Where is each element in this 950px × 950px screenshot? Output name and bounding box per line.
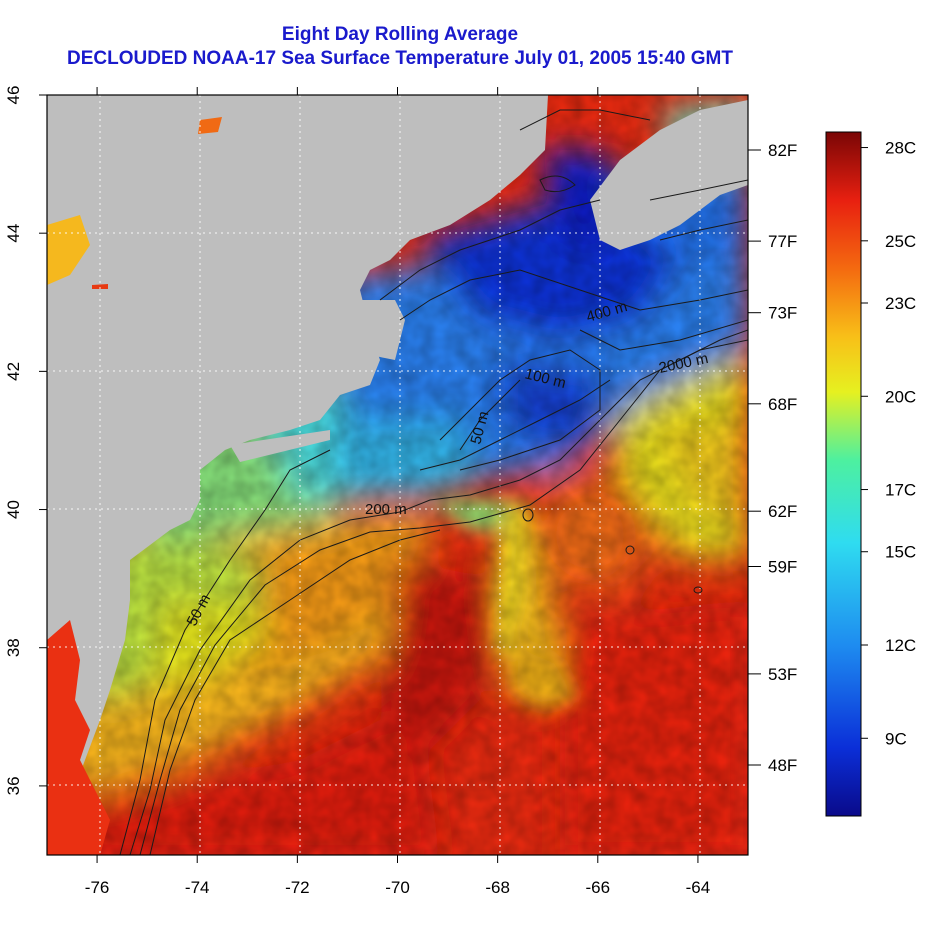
lon-tick-label: -64 [686, 878, 711, 897]
colorbar-tick-label: 12C [885, 636, 916, 655]
chesapeake-bay [47, 620, 110, 855]
fahrenheit-tick-label: 82F [768, 141, 797, 160]
fahrenheit-tick-label: 73F [768, 304, 797, 323]
lat-tick-label: 42 [4, 362, 23, 381]
fahrenheit-tick-label: 62F [768, 502, 797, 521]
colorbar-tick-label: 15C [885, 543, 916, 562]
latitude-axis: 36 38 40 42 44 46 [4, 86, 47, 795]
bathymetry-contours [119, 109, 748, 855]
fahrenheit-tick-label: 48F [768, 756, 797, 775]
title-line-1: Eight Day Rolling Average [281, 24, 519, 45]
title-line-2: DECLOUDED NOAA-17 Sea Surface Temperatur… [67, 48, 733, 69]
lon-tick-label: -66 [585, 878, 610, 897]
colorbar-tick-label: 17C [885, 481, 916, 500]
fahrenheit-axis: 82F 77F 73F 68F 62F 59F 53F 48F [748, 141, 797, 775]
colorbar-tick-label: 9C [885, 729, 907, 748]
lat-tick-label: 46 [4, 86, 23, 105]
lat-lon-grid [47, 95, 748, 855]
lon-tick-label: -68 [485, 878, 510, 897]
colorbar-tick-label: 28C [885, 139, 916, 158]
lon-tick-label: -72 [285, 878, 310, 897]
colorbar-labels: 28C 25C 23C 20C 17C 15C 12C 9C [861, 139, 916, 748]
contour-label-200m: 200 m [365, 501, 407, 518]
colorbar-tick-label: 23C [885, 294, 916, 313]
lat-tick-label: 36 [4, 776, 23, 795]
lon-tick-label: -70 [385, 878, 410, 897]
lat-tick-label: 44 [4, 224, 23, 243]
lon-tick-label: -74 [185, 878, 210, 897]
colorbar: 28C 25C 23C 20C 17C 15C 12C 9C [825, 131, 916, 817]
colorbar-gradient [825, 131, 862, 817]
lon-tick-label: -76 [85, 878, 110, 897]
fahrenheit-tick-label: 53F [768, 665, 797, 684]
lat-tick-label: 40 [4, 500, 23, 519]
colorbar-tick-label: 25C [885, 232, 916, 251]
sst-field: 50 m 200 m 2000 m 400 m 100 m 50 m [47, 95, 748, 855]
fahrenheit-tick-label: 77F [768, 232, 797, 251]
fahrenheit-tick-label: 59F [768, 558, 797, 577]
fahrenheit-tick-label: 68F [768, 395, 797, 414]
longitude-axis: -76 -74 -72 -70 -68 -66 -64 [85, 87, 710, 897]
land-mass [47, 95, 748, 820]
lat-tick-label: 38 [4, 638, 23, 657]
colorbar-tick-label: 20C [885, 387, 916, 406]
